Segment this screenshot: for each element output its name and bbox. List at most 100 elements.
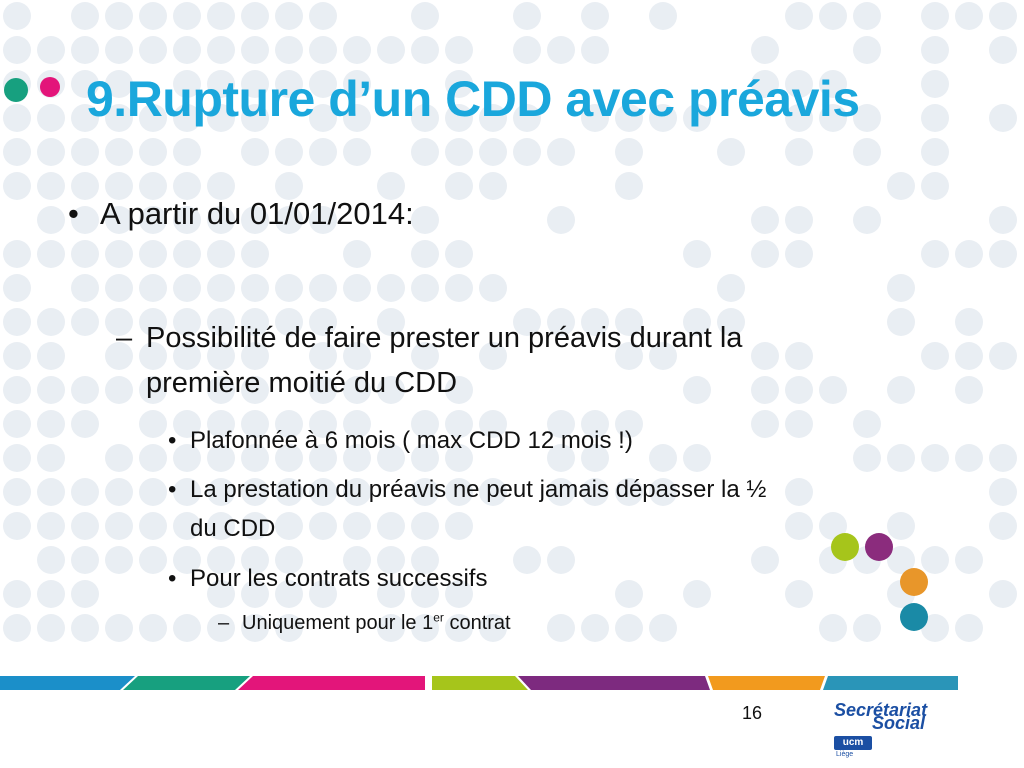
background-dot (241, 274, 269, 302)
background-dot (71, 274, 99, 302)
background-dot (683, 308, 711, 336)
background-dot (581, 444, 609, 472)
background-dot (173, 342, 201, 370)
background-dot (207, 478, 235, 506)
background-dot (241, 240, 269, 268)
background-dot (343, 512, 371, 540)
background-dot (445, 614, 473, 642)
background-dot (547, 410, 575, 438)
background-dot (479, 342, 507, 370)
background-dot (377, 614, 405, 642)
background-dot (105, 342, 133, 370)
background-dot (615, 614, 643, 642)
background-dot (445, 70, 473, 98)
background-dot (411, 206, 439, 234)
background-dot (445, 444, 473, 472)
background-dot (445, 138, 473, 166)
background-dot (377, 512, 405, 540)
stripe-green (123, 676, 250, 690)
company-logo: Secrétariat Social ucm Liège (826, 700, 936, 760)
background-dot (173, 36, 201, 64)
background-dot (139, 308, 167, 336)
background-dot (37, 410, 65, 438)
background-dot (309, 410, 337, 438)
deco-dot-green (831, 533, 859, 561)
background-dot (751, 70, 779, 98)
background-dot (309, 104, 337, 132)
background-dot (513, 546, 541, 574)
background-dot (989, 206, 1017, 234)
background-dot (887, 172, 915, 200)
background-dot (615, 342, 643, 370)
background-dot (955, 376, 983, 404)
background-dot (343, 240, 371, 268)
background-dot (105, 206, 133, 234)
background-dot (513, 36, 541, 64)
background-dot (411, 614, 439, 642)
background-dot (445, 580, 473, 608)
background-dot (71, 138, 99, 166)
background-dot (921, 172, 949, 200)
background-dot (921, 240, 949, 268)
level4-text-before: Uniquement pour le 1 (242, 612, 434, 634)
background-dot (275, 172, 303, 200)
background-dot (343, 376, 371, 404)
background-dot (37, 444, 65, 472)
background-dot (207, 36, 235, 64)
background-dot (37, 614, 65, 642)
background-dot (71, 172, 99, 200)
background-dot (207, 240, 235, 268)
level2-text-line2: première moitié du CDD (146, 367, 458, 399)
background-dot (411, 36, 439, 64)
background-dot (547, 444, 575, 472)
background-dot (173, 206, 201, 234)
background-dot (989, 512, 1017, 540)
background-dot (445, 240, 473, 268)
background-dot (411, 104, 439, 132)
background-dot (173, 240, 201, 268)
background-dot (955, 308, 983, 336)
background-dot (615, 580, 643, 608)
background-dot (343, 274, 371, 302)
background-dot (343, 36, 371, 64)
background-dot (853, 2, 881, 30)
background-dot (921, 342, 949, 370)
background-dot (785, 342, 813, 370)
background-dot (751, 240, 779, 268)
background-dot (581, 2, 609, 30)
background-dot (139, 376, 167, 404)
background-dot (105, 70, 133, 98)
background-dot (853, 36, 881, 64)
background-dot (105, 308, 133, 336)
background-dot (275, 444, 303, 472)
background-dot (105, 2, 133, 30)
stripe-pink (238, 676, 425, 690)
level3-text-3: Pour les contrats successifs (190, 565, 488, 592)
background-dot (581, 104, 609, 132)
background-dot (683, 444, 711, 472)
background-dot (275, 308, 303, 336)
background-dot (751, 410, 779, 438)
background-dot (37, 36, 65, 64)
background-dot (343, 138, 371, 166)
background-dot (649, 2, 677, 30)
background-dot (343, 342, 371, 370)
level3-text-2-line1: La prestation du préavis ne peut jamais … (190, 476, 767, 503)
background-dot (445, 478, 473, 506)
background-dot (615, 138, 643, 166)
background-dot (853, 614, 881, 642)
background-dot (581, 36, 609, 64)
background-dot (3, 274, 31, 302)
background-dot (207, 546, 235, 574)
background-dot (615, 308, 643, 336)
title-dot-pink (40, 77, 60, 97)
background-dot (105, 240, 133, 268)
background-dot (3, 580, 31, 608)
background-dot (309, 512, 337, 540)
background-dot (139, 138, 167, 166)
background-dot (445, 104, 473, 132)
background-dot (445, 376, 473, 404)
background-dot (921, 104, 949, 132)
